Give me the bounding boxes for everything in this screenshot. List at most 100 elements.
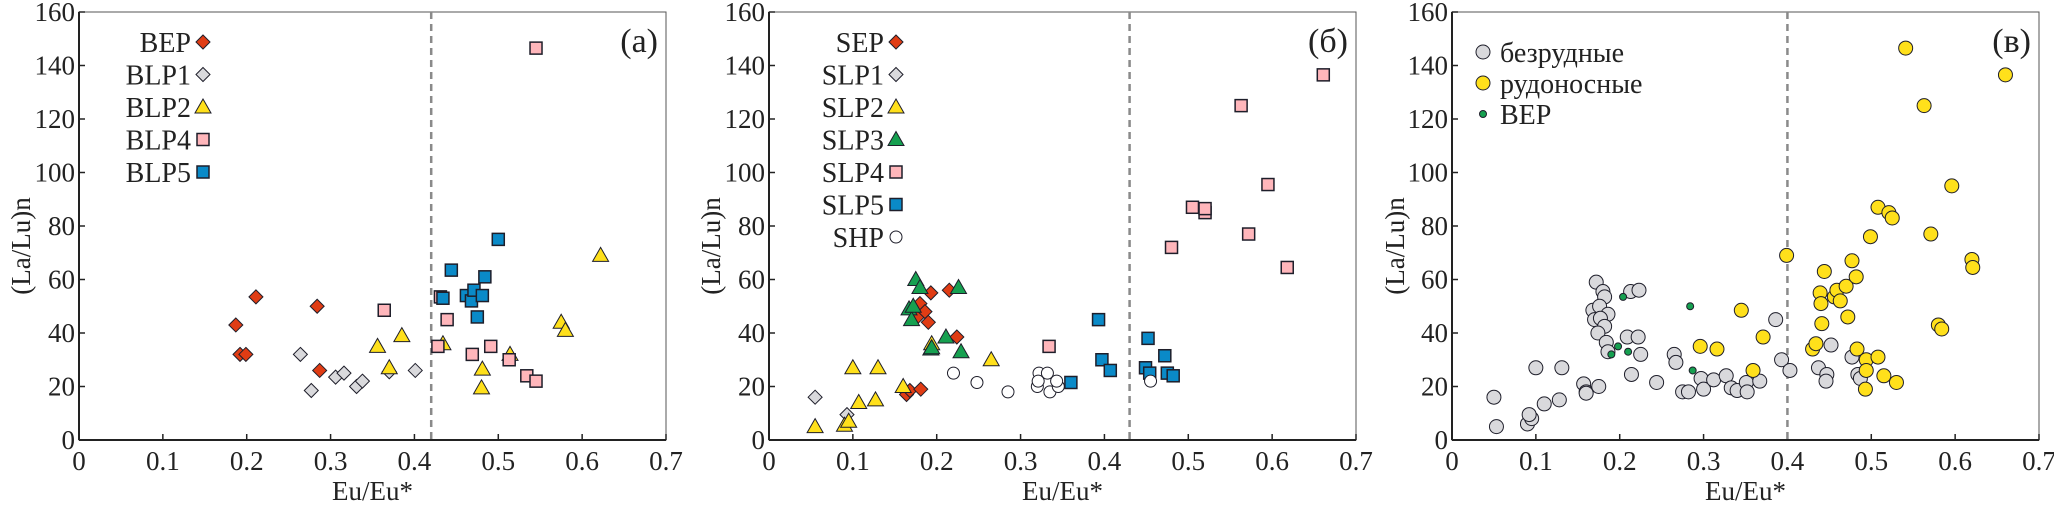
data-point [866, 390, 885, 407]
data-point [1898, 40, 1914, 56]
x-tick-label: 0.4 [1088, 446, 1122, 476]
series-2 [368, 246, 610, 395]
y-tick-label: 80 [738, 211, 765, 241]
y-tick-label: 0 [1435, 425, 1449, 455]
data-point [529, 41, 543, 55]
legend-label: BLP1 [126, 61, 191, 92]
legend-label: SHP [833, 223, 884, 254]
data-point [248, 289, 264, 305]
x-tick-label: 0.5 [1171, 446, 1205, 476]
y-tick-label: 160 [1408, 0, 1449, 27]
data-point [591, 246, 610, 262]
data-point [1709, 341, 1725, 357]
series-1 [292, 346, 423, 399]
data-point [483, 339, 498, 354]
data-point [1040, 366, 1054, 380]
panel-label: (a) [620, 23, 658, 60]
data-point [869, 358, 887, 375]
data-point [1091, 312, 1106, 327]
legend-label: BEP [140, 28, 191, 59]
legend-label: BLP4 [126, 126, 191, 157]
x-tick-label: 0.7 [1339, 446, 1373, 476]
data-point [368, 337, 387, 353]
data-point [1050, 374, 1064, 388]
data-point [1488, 419, 1504, 435]
data-point [904, 297, 923, 313]
data-point [1486, 389, 1502, 405]
data-point [1241, 227, 1256, 241]
y-tick-label: 140 [35, 51, 76, 81]
y-tick-label: 120 [1408, 104, 1449, 134]
data-point [1768, 312, 1784, 328]
data-point [1849, 341, 1865, 357]
data-point [1876, 368, 1892, 384]
y-tick-label: 60 [738, 265, 765, 295]
x-tick-label: 0.6 [565, 446, 599, 476]
data-point [946, 366, 960, 380]
y-tick-label: 0 [752, 425, 766, 455]
legend-label: BLP5 [126, 158, 191, 189]
data-point [1838, 278, 1854, 294]
y-tick-label: 40 [1421, 318, 1448, 348]
legend-label: SEP [836, 28, 884, 59]
x-tick-label: 0.3 [1687, 446, 1721, 476]
data-point [292, 346, 309, 363]
series-6 [946, 366, 1158, 399]
x-tick-label: 0.5 [1854, 446, 1888, 476]
data-point [1680, 384, 1696, 400]
data-point [1158, 348, 1172, 363]
data-point [1755, 329, 1771, 345]
legend-label: SLP2 [822, 93, 884, 124]
y-tick-label: 60 [1421, 265, 1448, 295]
y-tick-label: 120 [35, 104, 76, 134]
x-tick-label: 0.4 [398, 446, 432, 476]
data-point [1706, 372, 1722, 388]
data-point [1631, 282, 1647, 298]
data-point [1521, 407, 1537, 423]
data-point [436, 291, 450, 305]
panel-b: 0 0.1 0.2 0.3 0.4 0.5 0.6 0.7 0 20 40 60 80 100 120 140… [696, 0, 1373, 505]
legend-marker [887, 130, 905, 146]
data-point [1590, 325, 1606, 341]
x-tick-label: 0 [762, 446, 776, 476]
x-axis-title: Eu/Eu* [1705, 476, 1786, 505]
data-point [1782, 362, 1798, 378]
data-point [1144, 374, 1158, 388]
data-point [952, 342, 970, 359]
x-tick-label: 0.7 [2022, 446, 2054, 476]
data-point [1064, 375, 1078, 390]
y-tick-label: 120 [725, 104, 766, 134]
data-point [1619, 292, 1628, 301]
data-point [238, 346, 254, 363]
y-tick-label: 160 [35, 0, 76, 27]
data-point [380, 358, 399, 375]
data-point [431, 339, 445, 354]
data-point [1001, 385, 1015, 399]
series-3 [377, 41, 543, 388]
y-tick-label: 160 [725, 0, 766, 27]
data-point [913, 381, 929, 397]
data-point [556, 321, 575, 337]
data-point [1042, 339, 1056, 354]
data-point [1668, 354, 1684, 370]
y-tick-label: 140 [725, 51, 766, 81]
x-tick-label: 0.2 [230, 446, 264, 476]
data-point [440, 312, 454, 327]
legend-marker [1475, 75, 1491, 91]
data-point [1261, 177, 1275, 192]
data-point [1316, 68, 1331, 82]
data-point [311, 362, 328, 379]
data-point [1733, 302, 1749, 318]
legend-marker [195, 34, 211, 50]
series-3 [900, 270, 970, 359]
data-point [849, 393, 868, 410]
y-axis-title: (La/Lu)n [6, 197, 36, 295]
legend-marker [889, 165, 903, 179]
data-point [1923, 226, 1939, 242]
data-point [1916, 98, 1932, 114]
legend-marker [195, 66, 211, 83]
